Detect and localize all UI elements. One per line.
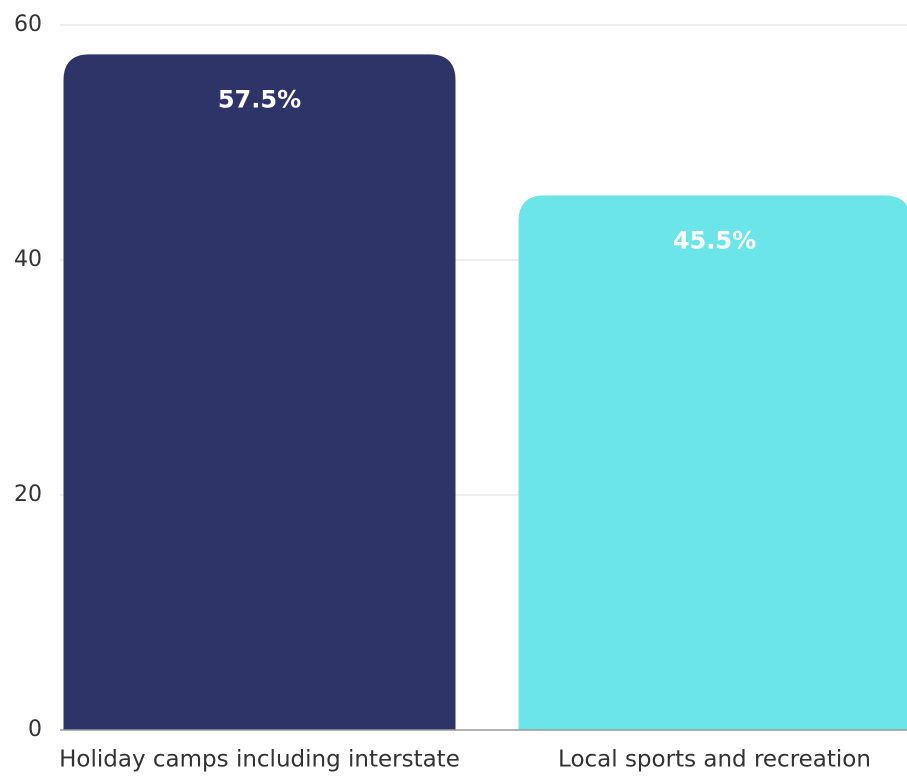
bar <box>518 195 907 730</box>
value-label: 45.5% <box>673 226 756 254</box>
y-tick-label: 60 <box>14 12 42 37</box>
y-tick-label: 0 <box>28 717 42 742</box>
y-tick-label: 20 <box>14 482 42 507</box>
bar <box>63 54 456 730</box>
x-tick-label: Local sports and recreation <box>558 747 871 773</box>
y-tick-label: 40 <box>14 247 42 272</box>
value-label: 57.5% <box>218 85 301 113</box>
x-tick-label: Holiday camps including interstate <box>59 747 460 773</box>
